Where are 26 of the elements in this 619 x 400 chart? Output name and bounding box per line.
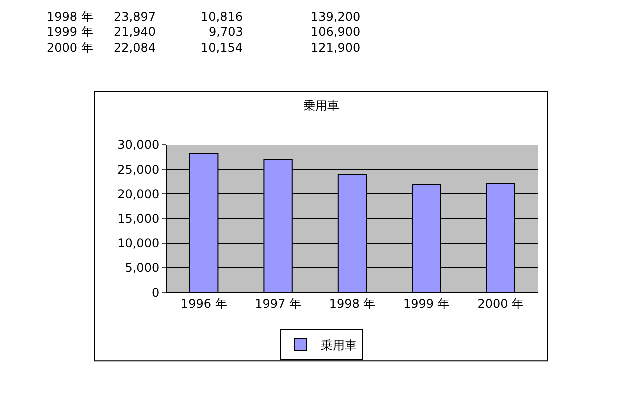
y-tick-label: 5,000 (125, 261, 160, 276)
text: 121,900 (311, 41, 361, 55)
x-tick-label: 1997 年 (255, 297, 302, 312)
text: 9,703 (209, 25, 244, 39)
text: 1998 年 (47, 10, 94, 24)
legend-label: 乗用車 (321, 338, 357, 352)
text: 22,084 (114, 41, 156, 55)
chart-title: 乗用車 (304, 99, 340, 114)
text: 10,816 (201, 10, 243, 24)
text: 2000 年 (47, 41, 94, 55)
text: 1999 年 (47, 25, 94, 39)
x-tick-label: 2000 年 (478, 297, 524, 312)
text: 23,897 (114, 10, 156, 24)
x-tick-label: 1998 年 (329, 297, 376, 312)
x-tick-label: 1999 年 (404, 297, 450, 312)
text: 21,940 (114, 25, 156, 39)
y-tick-label: 10,000 (118, 236, 160, 251)
y-tick-label: 30,000 (118, 138, 160, 152)
text: 10,154 (201, 41, 243, 55)
text: 106,900 (311, 25, 361, 39)
x-tick-label: 1996 年 (180, 297, 228, 312)
y-tick-label: 25,000 (118, 162, 160, 177)
y-tick-label: 20,000 (118, 187, 160, 202)
text: 139,200 (311, 10, 361, 24)
y-tick-label: 15,000 (118, 212, 160, 226)
y-tick-label: 0 (152, 286, 160, 300)
